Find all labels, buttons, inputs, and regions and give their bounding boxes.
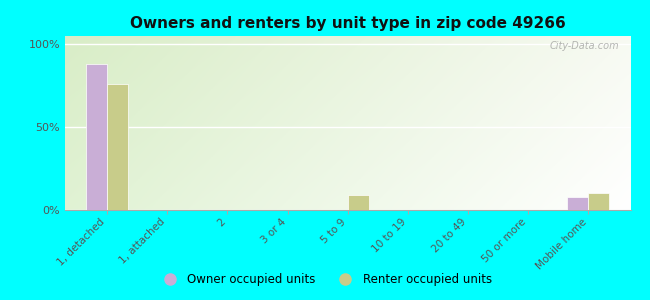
Legend: Owner occupied units, Renter occupied units: Owner occupied units, Renter occupied un… xyxy=(153,269,497,291)
Bar xyxy=(588,194,610,210)
Bar xyxy=(567,197,588,210)
Bar xyxy=(107,84,128,210)
Bar xyxy=(86,64,107,210)
Text: City-Data.com: City-Data.com xyxy=(549,41,619,51)
Bar xyxy=(348,195,369,210)
Title: Owners and renters by unit type in zip code 49266: Owners and renters by unit type in zip c… xyxy=(130,16,566,31)
